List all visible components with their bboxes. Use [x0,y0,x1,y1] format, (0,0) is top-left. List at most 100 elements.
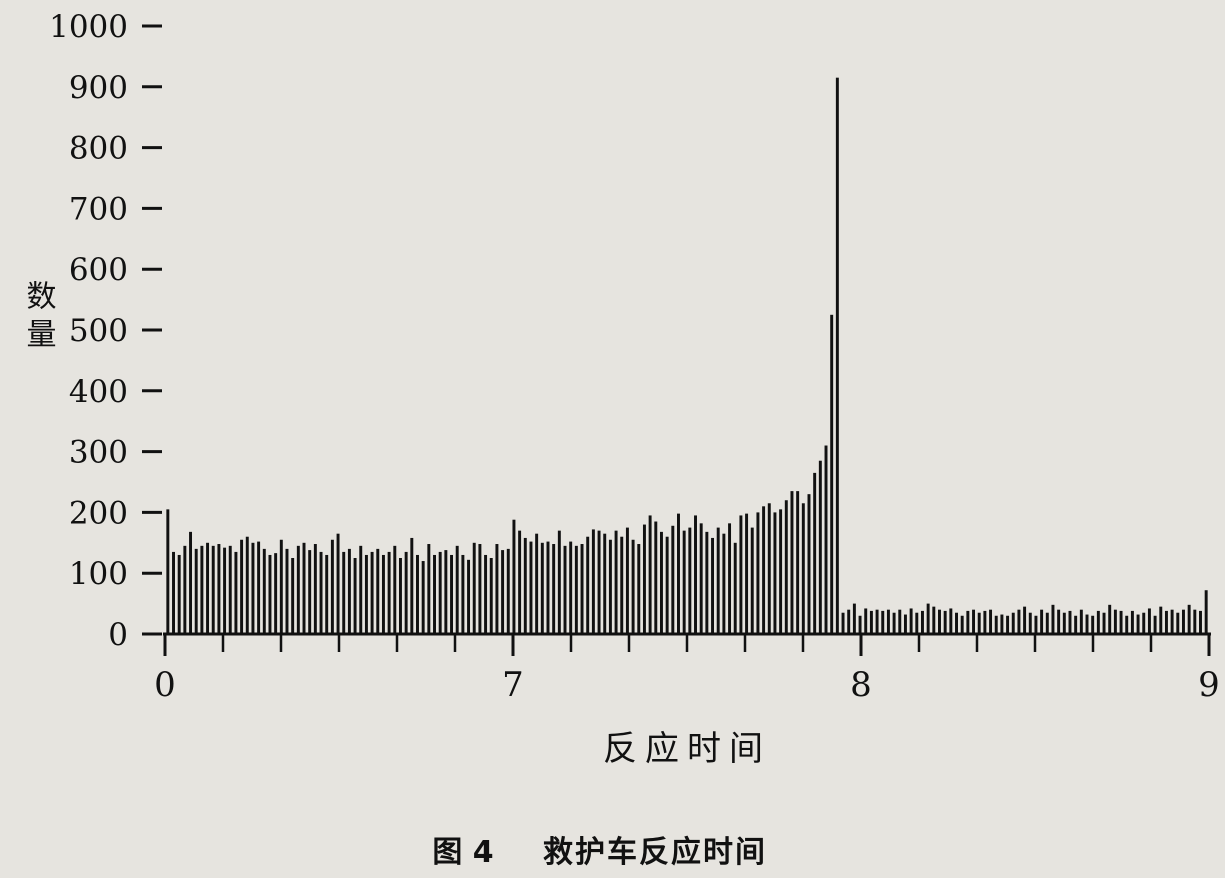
y-tick-label: 800 [69,131,128,167]
bar [234,551,238,634]
bar [1062,612,1066,634]
bar [830,314,834,634]
bar [359,545,363,634]
bar [325,554,329,634]
bar [1204,590,1208,634]
bar [376,548,380,634]
bar [614,530,618,634]
bar [739,515,743,634]
bar [801,503,805,634]
bar [637,544,641,634]
bar [733,542,737,634]
bar [211,545,215,634]
bar [1091,615,1095,634]
bar [347,548,351,634]
bar [745,513,749,634]
bar [682,530,686,634]
bar [1102,612,1106,634]
bar [546,541,550,634]
bar [540,542,544,634]
bar [869,610,873,634]
bar [1130,610,1134,634]
bar [983,610,987,634]
bar [960,615,964,634]
bar [767,503,771,634]
bar [1051,604,1055,634]
bar [977,612,981,634]
bar [688,527,692,634]
bar [938,609,941,634]
bar [1164,610,1168,634]
bar [909,608,913,634]
figure-caption: 救护车反应时间 [543,835,767,870]
bar [989,609,993,634]
bar [1034,615,1038,634]
bar [722,533,726,634]
bar [279,539,283,634]
bar [313,544,317,634]
bar [1147,608,1151,634]
bar [580,544,584,634]
bar [364,554,368,634]
bar [228,545,232,634]
bar [444,550,448,634]
bar [274,553,278,634]
bar [966,610,970,634]
bar [932,606,936,634]
bar [518,530,522,634]
bar [955,612,958,634]
bar [194,548,198,634]
bar [296,545,300,634]
bar [557,530,561,634]
bar [790,491,794,634]
bar [915,612,919,634]
bar [1181,609,1185,634]
bar [461,554,465,634]
bar [750,527,754,634]
bar [1119,610,1123,634]
bar [240,539,244,634]
bar [886,609,890,634]
bar [920,610,924,634]
bar [1113,609,1117,634]
bar [699,523,703,634]
bar [529,541,533,634]
bar [1193,609,1197,634]
bar [398,558,402,634]
y-tick-label: 700 [69,191,128,227]
bar [501,550,505,634]
y-tick-label: 0 [108,617,128,653]
bar [467,559,471,634]
bar [881,610,885,634]
bar [603,533,607,634]
y-tick-label: 100 [69,556,128,592]
bar [807,494,811,634]
bar [784,500,788,634]
bar [330,539,334,634]
bar [552,544,556,634]
bar [818,460,822,634]
bar [257,541,261,634]
bar [353,558,357,634]
bar [574,545,578,634]
bar [523,537,527,634]
bar [852,603,856,634]
y-tick-label: 500 [69,313,128,349]
bar [245,536,249,634]
bar [308,550,312,634]
bar [1000,614,1004,634]
bar [1199,610,1202,634]
bar [291,558,295,634]
bar [756,512,760,634]
x-axis: 0 7 8 9 [154,632,1220,705]
bar [711,537,715,634]
bar [251,542,255,634]
bar [217,544,221,634]
bar [694,515,697,634]
figure-number: 图 4 [432,835,493,870]
y-tick-label: 400 [69,374,128,410]
bar [569,541,573,634]
x-axis-label: 反应时间 [603,729,771,769]
bar [450,554,454,634]
